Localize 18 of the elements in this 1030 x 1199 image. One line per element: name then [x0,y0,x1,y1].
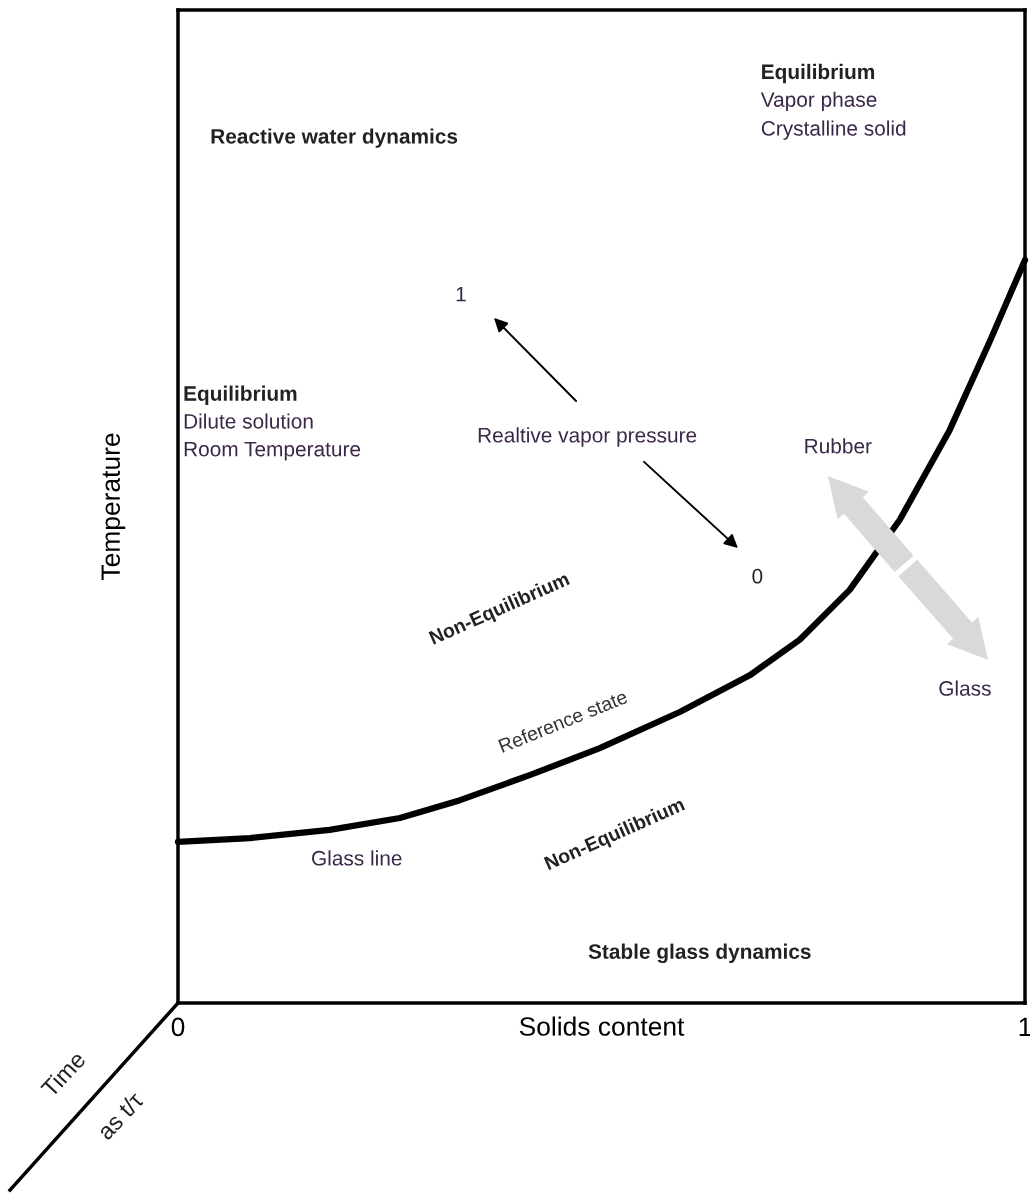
y-axis-title: Temperature [101,433,126,580]
annotation: Stable glass dynamics [588,943,811,964]
annotation: 1 [456,287,466,302]
annotation: Glass [939,680,991,696]
annotation: 0 [752,568,763,584]
annotation: Realtive vapor pressure [478,427,697,447]
text: as t/τ [95,1090,145,1141]
text: Crystalline solid [761,120,906,140]
annotation: Room Temperature [184,441,361,461]
annotation: Equilibrium [184,385,297,405]
x-axis-title: Solids content [519,1016,685,1036]
text: Reactive water dynamics [211,128,458,148]
annotation: Glass line [312,850,402,866]
text: Equilibrium [762,63,875,84]
text: Vapor phase [760,91,877,112]
annotation: Rubber [805,438,872,454]
text: Time [39,1049,87,1099]
annotation: Dilute solution [184,413,313,429]
